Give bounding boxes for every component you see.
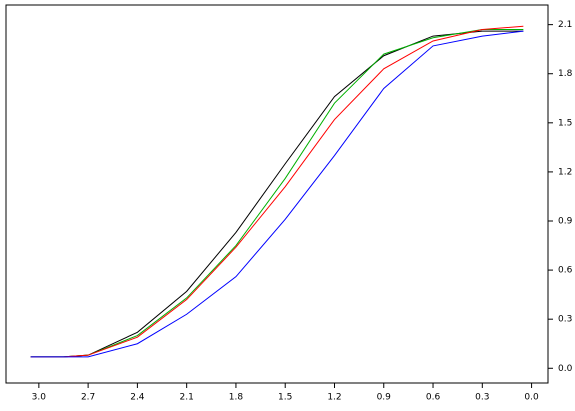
y-tick-label: 1.8 <box>558 69 573 79</box>
plot-frame <box>5 4 549 384</box>
series-line <box>30 30 524 358</box>
x-tick-label: 1.5 <box>278 393 292 403</box>
series-line <box>30 25 524 358</box>
x-tick-label: 2.1 <box>180 393 194 403</box>
x-tick-label: 0.3 <box>475 393 489 403</box>
y-tick-label: 0.3 <box>558 315 572 325</box>
y-tick-label: 0.6 <box>558 266 573 276</box>
y-tick-label: 0.9 <box>558 217 573 227</box>
x-tick-label: 0.0 <box>524 393 539 403</box>
x-tick-label: 3.0 <box>32 393 47 403</box>
x-tick-label: 0.9 <box>377 393 392 403</box>
x-tick-label: 1.8 <box>229 393 244 403</box>
x-tick-label: 2.7 <box>81 393 95 403</box>
x-tick-label: 2.4 <box>130 393 145 403</box>
y-tick-label: 1.2 <box>558 167 572 177</box>
x-tick-label: 0.6 <box>426 393 441 403</box>
x-tick-label: 1.2 <box>327 393 341 403</box>
y-tick-label: 0.0 <box>558 364 573 374</box>
y-tick-label: 2.1 <box>558 20 572 30</box>
y-tick-label: 1.5 <box>558 118 572 128</box>
